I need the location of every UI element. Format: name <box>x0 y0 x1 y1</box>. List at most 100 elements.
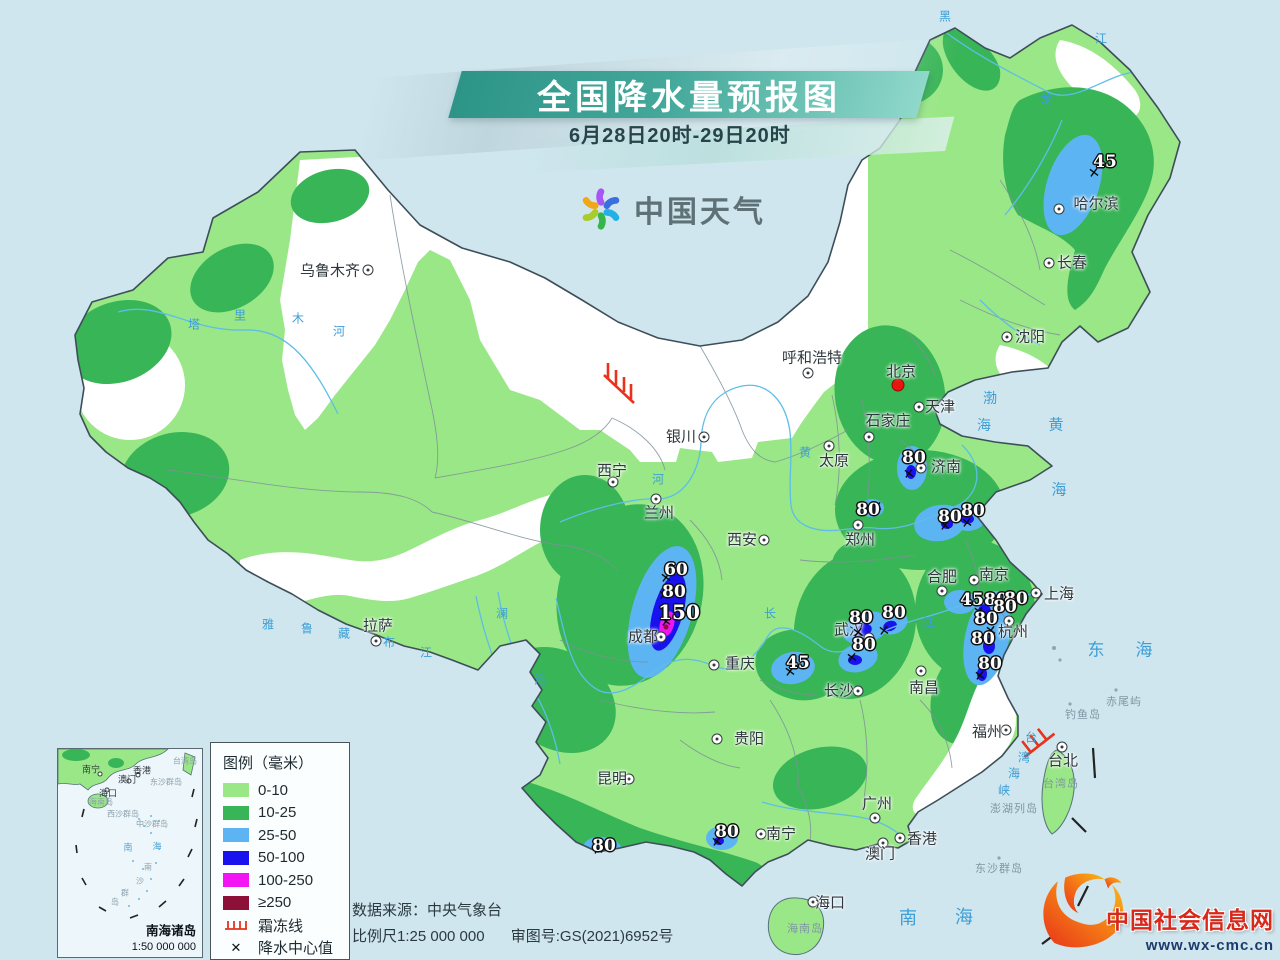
inset-label: 海南岛 <box>89 797 113 807</box>
city-label: 天津 <box>924 398 956 416</box>
city-marker <box>1053 203 1065 215</box>
city-label: 长春 <box>1056 254 1088 272</box>
precip-value: 80 <box>715 822 739 842</box>
city-label: 北京 <box>885 363 917 381</box>
city-label: 澳门 <box>864 845 896 863</box>
city-marker <box>915 665 927 677</box>
city-label: 昆明 <box>596 770 628 788</box>
inset-label: 西沙群岛 <box>107 809 139 819</box>
sea-label: 黄 <box>1048 416 1064 434</box>
inset-label-layer: 南宁 香港 澳门 海口 海南岛 台湾岛 东沙群岛 西沙群岛 中沙群岛南海南沙群岛 <box>58 749 202 957</box>
river-label: 江 <box>922 615 936 630</box>
legend-item: ≥250 <box>223 892 339 915</box>
river-label: 澜 <box>495 606 509 621</box>
city-marker <box>650 493 662 505</box>
river-label: 沧 <box>533 672 547 687</box>
river-label: 布 <box>382 635 396 650</box>
legend-label: ≥250 <box>258 894 292 912</box>
frost-line-symbol <box>603 363 1056 759</box>
data-source-line: 数据来源：中央气象台 <box>352 902 503 919</box>
map-scale: 比例尺1:25 000 000 <box>352 928 485 945</box>
city-label: 西安 <box>726 531 758 549</box>
sea-label: 峡 <box>997 783 1011 798</box>
river-label: 河 <box>332 324 346 339</box>
legend-item-frost-line: 霜冻线 <box>223 914 339 937</box>
precip-value: 45 <box>1093 152 1117 172</box>
legend-label: 降水中心值 <box>258 940 334 958</box>
city-label: 石家庄 <box>865 412 911 430</box>
river-label: 黑 <box>938 9 952 24</box>
scale-approval-line: 比例尺1:25 000 000 审图号:GS(2021)6952号 <box>352 924 673 950</box>
city-label: 福州 <box>971 723 1003 741</box>
city-marker <box>623 773 635 785</box>
island-label: 东沙群岛 <box>975 863 1023 875</box>
city-label: 太原 <box>818 452 850 470</box>
taiwan-island <box>1041 749 1075 835</box>
city-marker <box>915 462 927 474</box>
legend-item: 100-250 <box>223 869 339 892</box>
sea-label: 海 <box>977 417 991 433</box>
sea-label: 台 <box>1024 730 1038 745</box>
city-label: 香港 <box>906 830 938 848</box>
island-label: 赤尾屿 <box>1106 696 1142 708</box>
precip-value: 80 <box>993 597 1017 617</box>
legend-item: 10-25 <box>223 802 339 825</box>
precip-center-icon: ✕ <box>230 939 242 955</box>
legend-label: 25-50 <box>258 826 297 844</box>
precip-value: 80 <box>1004 589 1028 609</box>
city-marker <box>708 659 720 671</box>
city-label: 哈尔滨 <box>1073 195 1119 213</box>
sea-label: 东 <box>1087 640 1105 660</box>
banner-date-strip: 6月28日20时-29日20时 <box>496 119 864 148</box>
city-marker-capital <box>891 378 905 392</box>
banner-main-ribbon: 全国降水量预报图 <box>448 71 930 118</box>
city-label: 长沙 <box>823 682 855 700</box>
city-marker <box>607 476 619 488</box>
city-label: 拉萨 <box>362 617 394 635</box>
legend-item: 0-10 <box>223 779 339 802</box>
river-label: 龙 <box>1039 92 1053 107</box>
sea-label: 湾 <box>1017 750 1031 765</box>
approval-number: 审图号:GS(2021)6952号 <box>510 928 674 945</box>
city-marker <box>852 685 864 697</box>
precip-value: 80 <box>852 635 876 655</box>
city-marker <box>1056 741 1068 753</box>
site-branding: 中国社会信息网 www.wx-cmc.cn <box>1034 870 1274 954</box>
inset-label: 沙 <box>136 876 144 886</box>
legend-swatch <box>223 805 249 820</box>
city-marker <box>698 431 710 443</box>
inset-label: 中沙群岛 <box>136 819 168 829</box>
island-label: 台湾岛 <box>1043 778 1079 790</box>
precip-value: 80 <box>961 501 985 521</box>
legend-label: 霜冻线 <box>258 917 304 935</box>
brand-name: 中国社会信息网 <box>1106 907 1274 933</box>
city-label: 沈阳 <box>1014 328 1046 346</box>
precip-value: 80 <box>984 590 1008 610</box>
city-label: 贵阳 <box>733 730 765 748</box>
city-marker <box>863 632 875 644</box>
city-marker <box>913 401 925 413</box>
city-label: 广州 <box>861 795 893 813</box>
river-label: 黄 <box>798 445 812 460</box>
city-marker <box>894 832 906 844</box>
precip-value: 80 <box>849 608 873 628</box>
sea-label: 渤 <box>983 390 997 406</box>
city-marker <box>1000 724 1012 736</box>
city-label: 南宁 <box>765 825 797 843</box>
city-marker <box>655 631 667 643</box>
pinwheel-icon <box>582 188 620 230</box>
city-label: 兰州 <box>643 504 675 522</box>
river-label: 藏 <box>337 626 351 641</box>
river-label: 木 <box>291 311 305 326</box>
precip-value: 80 <box>662 582 686 602</box>
precip-zone-100-250 <box>659 611 675 637</box>
city-marker <box>877 837 889 849</box>
city-label: 合肥 <box>926 568 958 586</box>
precip-center-mark: ✕ <box>877 621 891 640</box>
precip-value: 80 <box>938 507 962 527</box>
sea-label: 海 <box>1135 640 1153 660</box>
city-label: 武汉 <box>833 621 865 639</box>
city-marker <box>869 812 881 824</box>
river-label: 江 <box>419 645 433 660</box>
river-label: 雅 <box>261 617 275 632</box>
